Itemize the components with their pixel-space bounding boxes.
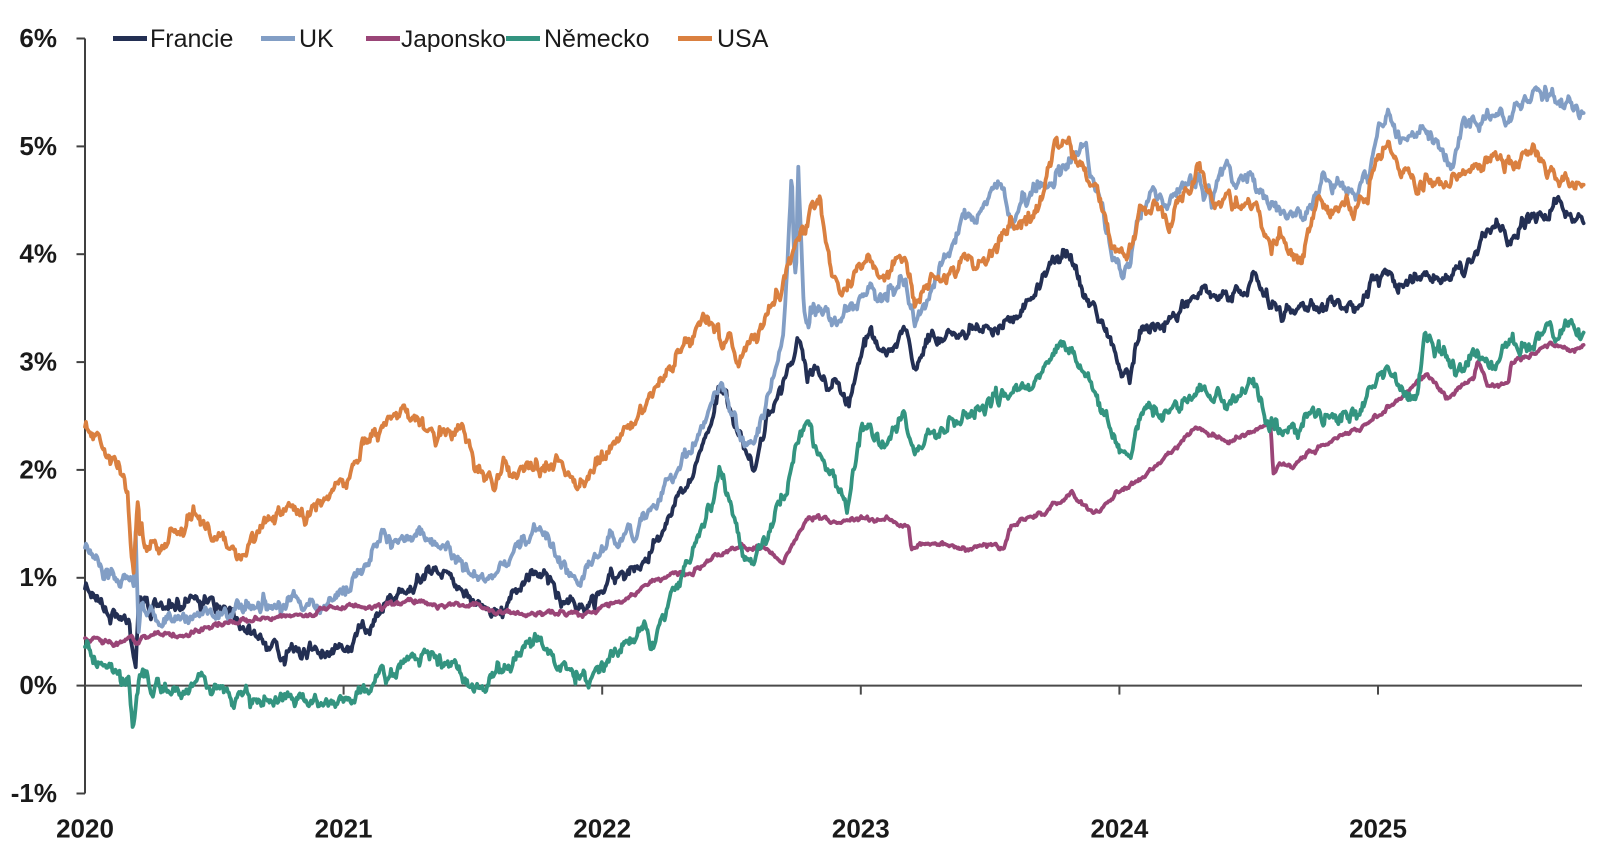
svg-text:2025: 2025 [1349, 814, 1407, 844]
svg-text:2022: 2022 [573, 814, 631, 844]
svg-text:6%: 6% [19, 23, 57, 53]
svg-text:Francie: Francie [150, 25, 233, 53]
svg-text:3%: 3% [19, 347, 57, 377]
svg-text:2%: 2% [19, 454, 57, 484]
svg-text:Japonsko: Japonsko [401, 26, 506, 53]
svg-text:UK: UK [299, 25, 334, 53]
svg-text:4%: 4% [19, 239, 57, 269]
svg-text:2021: 2021 [315, 814, 373, 844]
svg-text:0%: 0% [19, 670, 57, 700]
svg-text:USA: USA [717, 25, 769, 53]
svg-text:2020: 2020 [56, 814, 114, 844]
svg-text:2023: 2023 [832, 814, 890, 844]
svg-text:1%: 1% [19, 562, 57, 592]
svg-text:-1%: -1% [11, 778, 57, 808]
svg-text:Německo: Německo [544, 25, 650, 53]
svg-text:2024: 2024 [1090, 814, 1148, 844]
svg-text:5%: 5% [19, 131, 57, 161]
